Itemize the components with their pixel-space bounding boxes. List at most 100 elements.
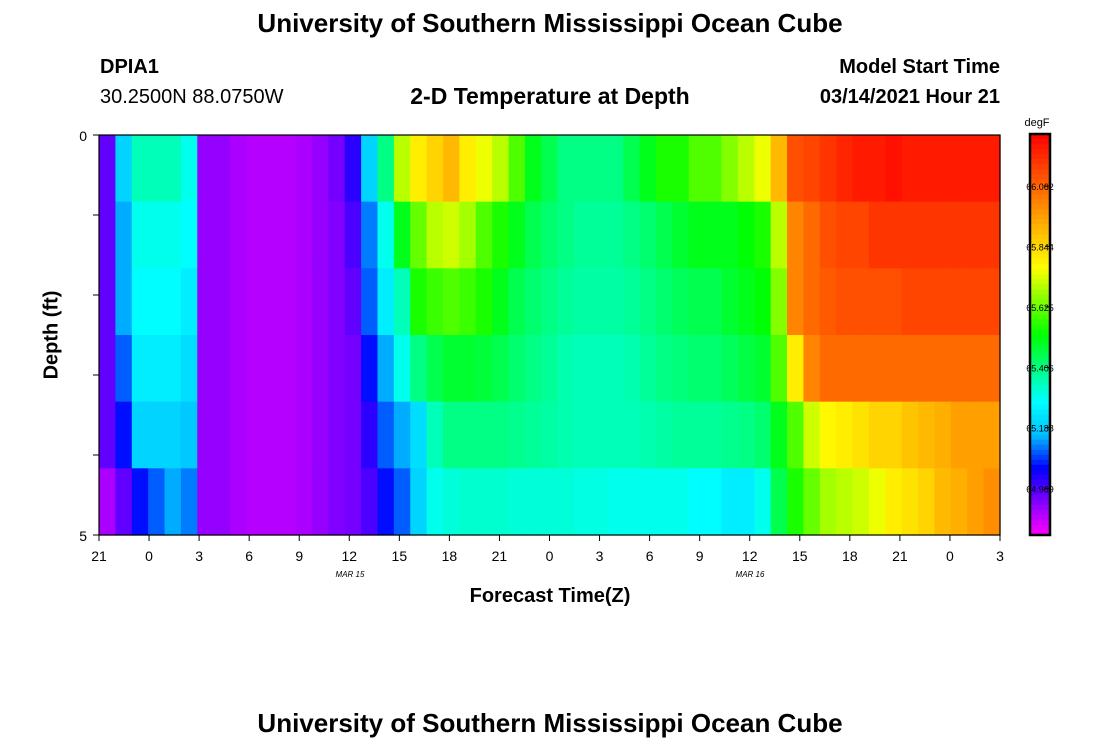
heatmap-cell — [918, 201, 936, 269]
heatmap-cell — [279, 401, 297, 469]
x-axis-label: Forecast Time(Z) — [469, 585, 631, 607]
heatmap-cell — [213, 335, 231, 403]
heatmap-cell — [508, 468, 526, 536]
colorbar-segment — [1030, 489, 1050, 496]
colorbar-segment — [1030, 249, 1050, 255]
heatmap-cell — [279, 468, 297, 536]
heatmap-cell — [459, 268, 477, 336]
heatmap-cell — [541, 401, 559, 469]
heatmap-cell — [295, 401, 313, 469]
heatmap-cell — [361, 201, 379, 269]
heatmap-cell — [787, 401, 805, 469]
colorbar-segment — [1030, 334, 1050, 341]
heatmap-cell — [967, 401, 985, 469]
heatmap-cell — [262, 135, 280, 203]
heatmap-cell — [443, 201, 460, 269]
y-tick-label: 5 — [79, 528, 87, 544]
heatmap-cell — [475, 201, 493, 269]
heatmap-cell — [934, 201, 952, 269]
heatmap-cell — [230, 135, 248, 203]
heatmap-cell — [950, 335, 968, 403]
heatmap-cell — [164, 401, 182, 469]
colorbar-segment — [1030, 439, 1050, 446]
x-tick-label: 15 — [792, 548, 808, 564]
colorbar-segment — [1030, 149, 1050, 155]
heatmap-cell — [590, 335, 608, 403]
heatmap-cell — [590, 135, 608, 203]
heatmap-cell — [918, 135, 936, 203]
heatmap-cell — [311, 135, 329, 203]
heatmap-cell — [164, 135, 182, 203]
heatmap-cell — [213, 468, 231, 536]
heatmap-cell — [311, 401, 329, 469]
heatmap-cell — [934, 335, 952, 403]
heatmap-cell — [508, 335, 526, 403]
heatmap-cell — [508, 401, 526, 469]
heatmap-cell — [410, 401, 428, 469]
x-tick-label: 18 — [842, 548, 858, 564]
heatmap-cell — [983, 135, 1001, 203]
y-tick-label: 0 — [79, 128, 87, 144]
x-axis: 21 0 3 6 9 12 15 18 21 0 3 6 9 12 15 18 21 0 3 — [91, 535, 1004, 564]
heatmap-cell — [443, 401, 460, 469]
colorbar-segment — [1030, 379, 1050, 386]
heatmap-cell — [197, 401, 215, 469]
heatmap-cell — [557, 268, 575, 336]
heatmap-cell — [492, 201, 510, 269]
colorbar-segment — [1030, 309, 1050, 315]
heatmap-cell — [705, 468, 723, 536]
plot-title: 2-D Temperature at Depth — [410, 83, 690, 109]
heatmap-cell — [295, 135, 313, 203]
colorbar-segment — [1030, 409, 1050, 416]
colorbar-segment — [1030, 419, 1050, 426]
heatmap-cell — [950, 201, 968, 269]
heatmap-cell — [164, 201, 182, 269]
colorbar-segment — [1030, 254, 1050, 260]
heatmap-cell — [377, 468, 395, 536]
heatmap-cell — [492, 268, 510, 336]
heatmap-cell — [606, 268, 624, 336]
heatmap-cell — [672, 201, 690, 269]
colorbar-segment — [1030, 174, 1050, 180]
footer-title: University of Southern Mississippi Ocean… — [257, 708, 843, 738]
heatmap-cell — [672, 135, 690, 203]
colorbar-segment — [1030, 484, 1050, 491]
model-start-value: 03/14/2021 Hour 21 — [819, 86, 1000, 108]
heatmap-cell — [393, 468, 411, 536]
heatmap-cell — [721, 201, 739, 269]
page-title: University of Southern Mississippi Ocean… — [257, 8, 843, 38]
heatmap-cell — [868, 135, 886, 203]
heatmap-cell — [361, 468, 379, 536]
heatmap-cell — [836, 201, 854, 269]
heatmap-cell — [787, 468, 805, 536]
colorbar-segment — [1030, 164, 1050, 170]
colorbar-segment — [1030, 509, 1050, 516]
colorbar-segment — [1030, 139, 1050, 145]
heatmap-cell — [721, 335, 739, 403]
heatmap-cell — [213, 401, 231, 469]
heatmap-cell — [459, 135, 477, 203]
colorbar-segment — [1030, 179, 1050, 185]
heatmap-cell — [311, 201, 329, 269]
heatmap-cell — [770, 268, 788, 336]
heatmap-cell — [475, 401, 493, 469]
heatmap-cell — [639, 135, 657, 203]
heatmap-cell — [279, 201, 297, 269]
colorbar-tick-label: 65.406 — [1026, 363, 1054, 373]
colorbar-segment — [1030, 479, 1050, 486]
heatmap-cell — [803, 468, 821, 536]
station-location: 30.2500N 88.0750W — [100, 86, 284, 108]
heatmap-cell — [934, 468, 952, 536]
colorbar-segment — [1030, 244, 1050, 250]
heatmap-cell — [524, 335, 542, 403]
heatmap-cell — [492, 335, 510, 403]
colorbar-segment — [1030, 259, 1050, 265]
heatmap-cell — [475, 268, 493, 336]
heatmap-cell — [770, 468, 788, 536]
heatmap-cell — [197, 135, 215, 203]
heatmap-cell — [754, 201, 772, 269]
heatmap-cell — [99, 268, 116, 336]
heatmap-cell — [262, 268, 280, 336]
heatmap-cell — [901, 135, 919, 203]
colorbar-segment — [1030, 354, 1050, 361]
